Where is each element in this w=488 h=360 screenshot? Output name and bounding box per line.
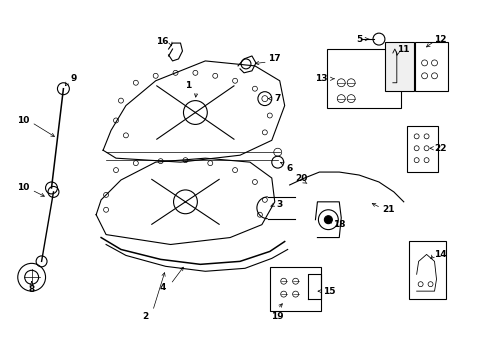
Text: 6: 6	[286, 163, 292, 172]
Text: 10: 10	[18, 116, 30, 125]
Text: 21: 21	[382, 205, 394, 214]
Text: 2: 2	[142, 312, 148, 321]
Text: 13: 13	[314, 74, 327, 83]
Text: 10: 10	[18, 184, 30, 193]
Text: 5: 5	[355, 35, 362, 44]
Text: 20: 20	[295, 174, 307, 183]
FancyBboxPatch shape	[326, 49, 400, 108]
Text: 11: 11	[397, 45, 409, 54]
Text: 1: 1	[185, 81, 191, 90]
FancyBboxPatch shape	[406, 126, 438, 172]
Text: 4: 4	[159, 283, 165, 292]
FancyBboxPatch shape	[414, 42, 447, 91]
Text: 18: 18	[332, 220, 345, 229]
Text: 9: 9	[70, 74, 76, 83]
FancyBboxPatch shape	[384, 42, 413, 91]
Text: 16: 16	[156, 37, 168, 46]
Text: 17: 17	[268, 54, 281, 63]
FancyBboxPatch shape	[408, 240, 446, 299]
Text: 7: 7	[274, 94, 280, 103]
FancyBboxPatch shape	[269, 267, 321, 311]
Text: 14: 14	[433, 250, 446, 259]
Text: 15: 15	[323, 287, 335, 296]
Text: 12: 12	[433, 35, 446, 44]
Text: 3: 3	[276, 200, 282, 209]
Text: 22: 22	[433, 144, 446, 153]
Text: 19: 19	[271, 312, 284, 321]
Circle shape	[324, 216, 332, 224]
Text: 8: 8	[28, 285, 35, 294]
